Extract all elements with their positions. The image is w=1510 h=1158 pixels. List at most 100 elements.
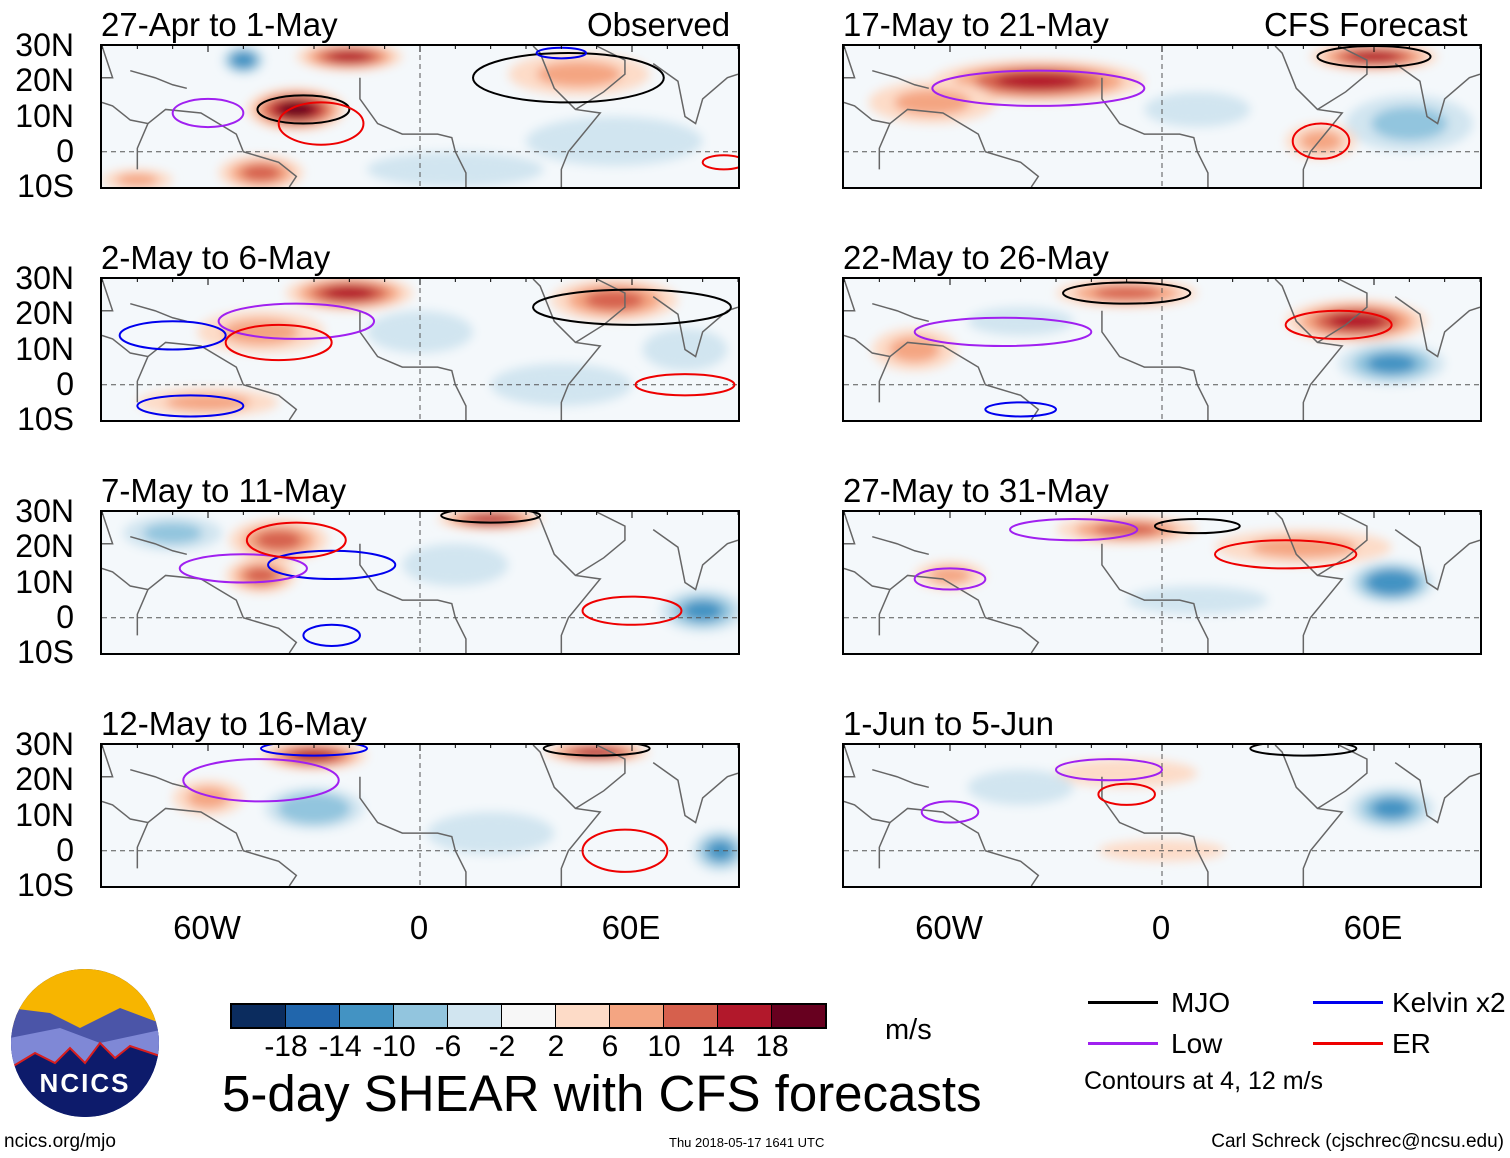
coastline — [652, 762, 738, 824]
legend-kelvin-label: Kelvin x2 — [1392, 987, 1506, 1018]
shear-anomaly-patch — [241, 164, 281, 182]
colorbar-swatch — [502, 1005, 556, 1027]
shear-anomaly-patch — [889, 336, 941, 363]
mjo-contour — [1249, 745, 1358, 757]
coastline — [102, 567, 149, 636]
er-contour — [581, 595, 683, 626]
lat-label: 20N — [15, 295, 74, 332]
map-panel — [100, 510, 740, 655]
coastline — [130, 535, 187, 556]
coastline — [147, 807, 298, 886]
shear-anomaly-patch — [1093, 286, 1160, 300]
shear-anomaly-patch — [1374, 574, 1409, 591]
lat-label: 0 — [56, 365, 74, 402]
lat-label: 0 — [56, 831, 74, 868]
colorbar-swatch — [664, 1005, 718, 1027]
coastline — [652, 63, 738, 125]
map-panel — [100, 277, 740, 422]
coastline — [844, 46, 856, 79]
shear-anomaly-patch — [278, 101, 315, 118]
coastline — [1317, 46, 1368, 111]
coastline — [102, 800, 149, 869]
shear-anomaly-patch — [328, 50, 371, 63]
panel-title: 27-May to 31-May — [843, 472, 1109, 509]
coastline — [1394, 529, 1480, 591]
lat-label: 10S — [17, 867, 74, 903]
shear-anomaly-patch — [707, 840, 734, 861]
coastline — [359, 310, 467, 420]
legend-er-label: ER — [1392, 1028, 1431, 1059]
shear-anomaly-patch — [234, 54, 252, 66]
colorbar-tick-label: 18 — [755, 1030, 789, 1063]
lat-label: 10S — [17, 168, 74, 204]
coastline — [147, 341, 298, 420]
units-label: m/s — [885, 1014, 932, 1046]
mjo-contour — [542, 745, 651, 757]
legend-low-swatch — [1088, 1042, 1158, 1045]
kelvin-x2-contour — [267, 549, 397, 580]
coastline — [652, 529, 738, 591]
shear-anomaly-patch — [682, 600, 723, 621]
colorbar-swatch — [286, 1005, 340, 1027]
coastline — [872, 302, 929, 323]
shear-anomaly-patch — [388, 319, 452, 345]
coastline — [575, 512, 626, 577]
coastline — [359, 776, 467, 886]
colorbar-swatch — [340, 1005, 394, 1027]
coastline — [652, 296, 738, 358]
lon-label: 60E — [601, 909, 661, 946]
er-contour — [245, 521, 347, 559]
colorbar-tick-label: -2 — [488, 1030, 516, 1063]
shear-anomaly-patch — [584, 290, 645, 311]
colorbar-tick-label: 14 — [701, 1030, 735, 1063]
lon-label: 60W — [915, 909, 983, 946]
kelvin-x2-contour — [136, 394, 245, 418]
coastline — [130, 302, 187, 323]
colorbar-swatch — [772, 1005, 825, 1027]
mjo-contour — [256, 94, 351, 125]
shear-anomaly-patch — [323, 286, 375, 301]
coastline — [147, 574, 298, 653]
shear-anomaly-patch — [452, 820, 529, 846]
low-contour — [217, 302, 376, 340]
coastline — [872, 535, 929, 556]
coastline — [872, 69, 929, 90]
coastline — [1317, 279, 1368, 344]
panel-title: 7-May to 11-May — [101, 472, 347, 509]
coastline — [532, 279, 602, 420]
colorbar-swatch — [448, 1005, 502, 1027]
colorbar-tick-label: -14 — [318, 1030, 362, 1063]
shear-anomaly-patch — [469, 514, 512, 524]
legend-note: Contours at 4, 12 m/s — [1084, 1067, 1324, 1095]
panel-title: 12-May to 16-May — [101, 705, 367, 742]
coastline — [889, 574, 1040, 653]
panel-title: 17-May to 21-May — [843, 6, 1109, 43]
coastline — [844, 334, 891, 403]
low-contour — [931, 69, 1146, 107]
website-link[interactable]: ncics.org/mjo — [4, 1131, 116, 1152]
shear-anomaly-patch — [1366, 353, 1417, 374]
map-panel — [842, 510, 1482, 655]
shear-anomaly-patch — [1093, 523, 1160, 537]
lat-label: 0 — [56, 598, 74, 635]
low-contour — [1009, 518, 1139, 542]
lat-label: 10N — [15, 330, 74, 367]
coastline — [130, 69, 187, 90]
timestamp: Thu 2018-05-17 1641 UTC — [669, 1135, 825, 1150]
er-contour — [581, 828, 669, 873]
mjo-contour — [1316, 46, 1432, 69]
coastline — [889, 807, 1040, 886]
shear-anomaly-patch — [536, 61, 622, 87]
coastline — [844, 800, 891, 869]
low-contour — [182, 758, 340, 803]
coastline — [1394, 63, 1480, 125]
shear-anomaly-patch — [995, 72, 1081, 90]
lat-label: 10S — [17, 401, 74, 437]
shear-anomaly-patch — [928, 566, 972, 584]
map-panel — [842, 277, 1482, 422]
low-contour — [1055, 758, 1163, 782]
shear-anomaly-patch — [988, 312, 1053, 330]
coastline — [872, 768, 929, 789]
coastline — [575, 279, 626, 344]
